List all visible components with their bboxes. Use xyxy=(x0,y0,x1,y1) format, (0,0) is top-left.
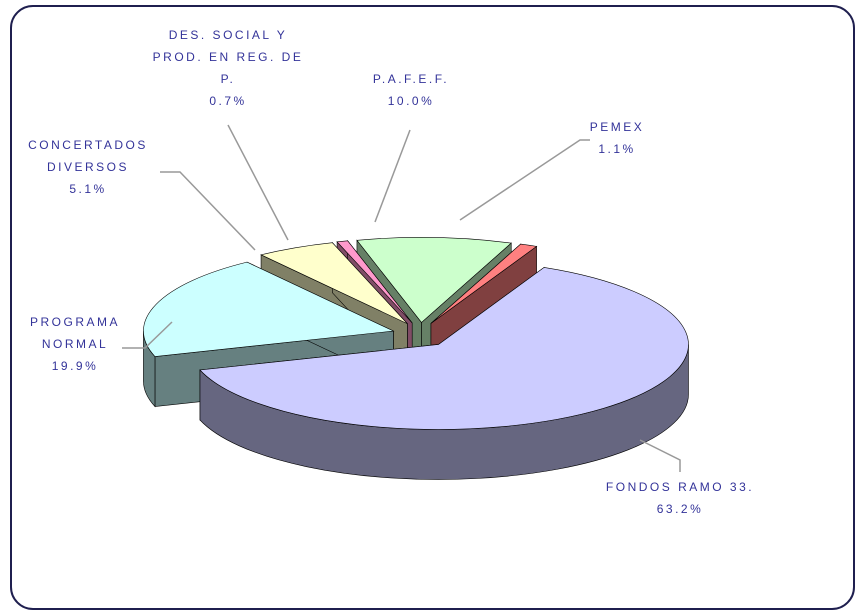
category-label: PROGRAMA NORMAL xyxy=(29,315,120,351)
value-label: 1.1% xyxy=(598,142,636,156)
slice-label: PROGRAMA NORMAL 19.9% xyxy=(10,311,140,377)
slice-top xyxy=(260,242,408,325)
slice-top xyxy=(430,243,538,324)
value-label: 5.1% xyxy=(69,182,107,196)
leader-line xyxy=(122,321,173,349)
value-label: 19.9% xyxy=(51,359,99,373)
category-label: DES. SOCIAL Y PROD. EN REG. DE P. xyxy=(152,28,304,86)
slice-label: DES. SOCIAL Y PROD. EN REG. DE P. 0.7% xyxy=(148,24,308,112)
leader-line xyxy=(374,129,411,223)
value-label: 63.2% xyxy=(656,502,704,516)
value-label: 10.0% xyxy=(387,94,435,108)
slice-top xyxy=(143,261,395,357)
slice-label: P.A.F.E.F. 10.0% xyxy=(356,68,466,112)
leader-line xyxy=(639,439,681,472)
slice-top xyxy=(356,237,512,323)
category-label: FONDOS RAMO 33. xyxy=(605,480,755,494)
leader-line xyxy=(459,139,590,221)
leader-line xyxy=(160,171,256,251)
slice-top xyxy=(199,267,689,430)
category-label: P.A.F.E.F. xyxy=(372,72,450,86)
slice-label: PEMEX 1.1% xyxy=(577,116,657,160)
slice-label: CONCERTADOS DIVERSOS 5.1% xyxy=(8,134,168,200)
category-label: CONCERTADOS DIVERSOS xyxy=(28,138,148,174)
leader-line xyxy=(227,124,289,241)
category-label: PEMEX xyxy=(589,120,645,134)
value-label: 0.7% xyxy=(209,94,247,108)
slice-top xyxy=(336,240,413,324)
slice-label: FONDOS RAMO 33. 63.2% xyxy=(600,476,760,520)
pie-slice xyxy=(199,266,689,480)
